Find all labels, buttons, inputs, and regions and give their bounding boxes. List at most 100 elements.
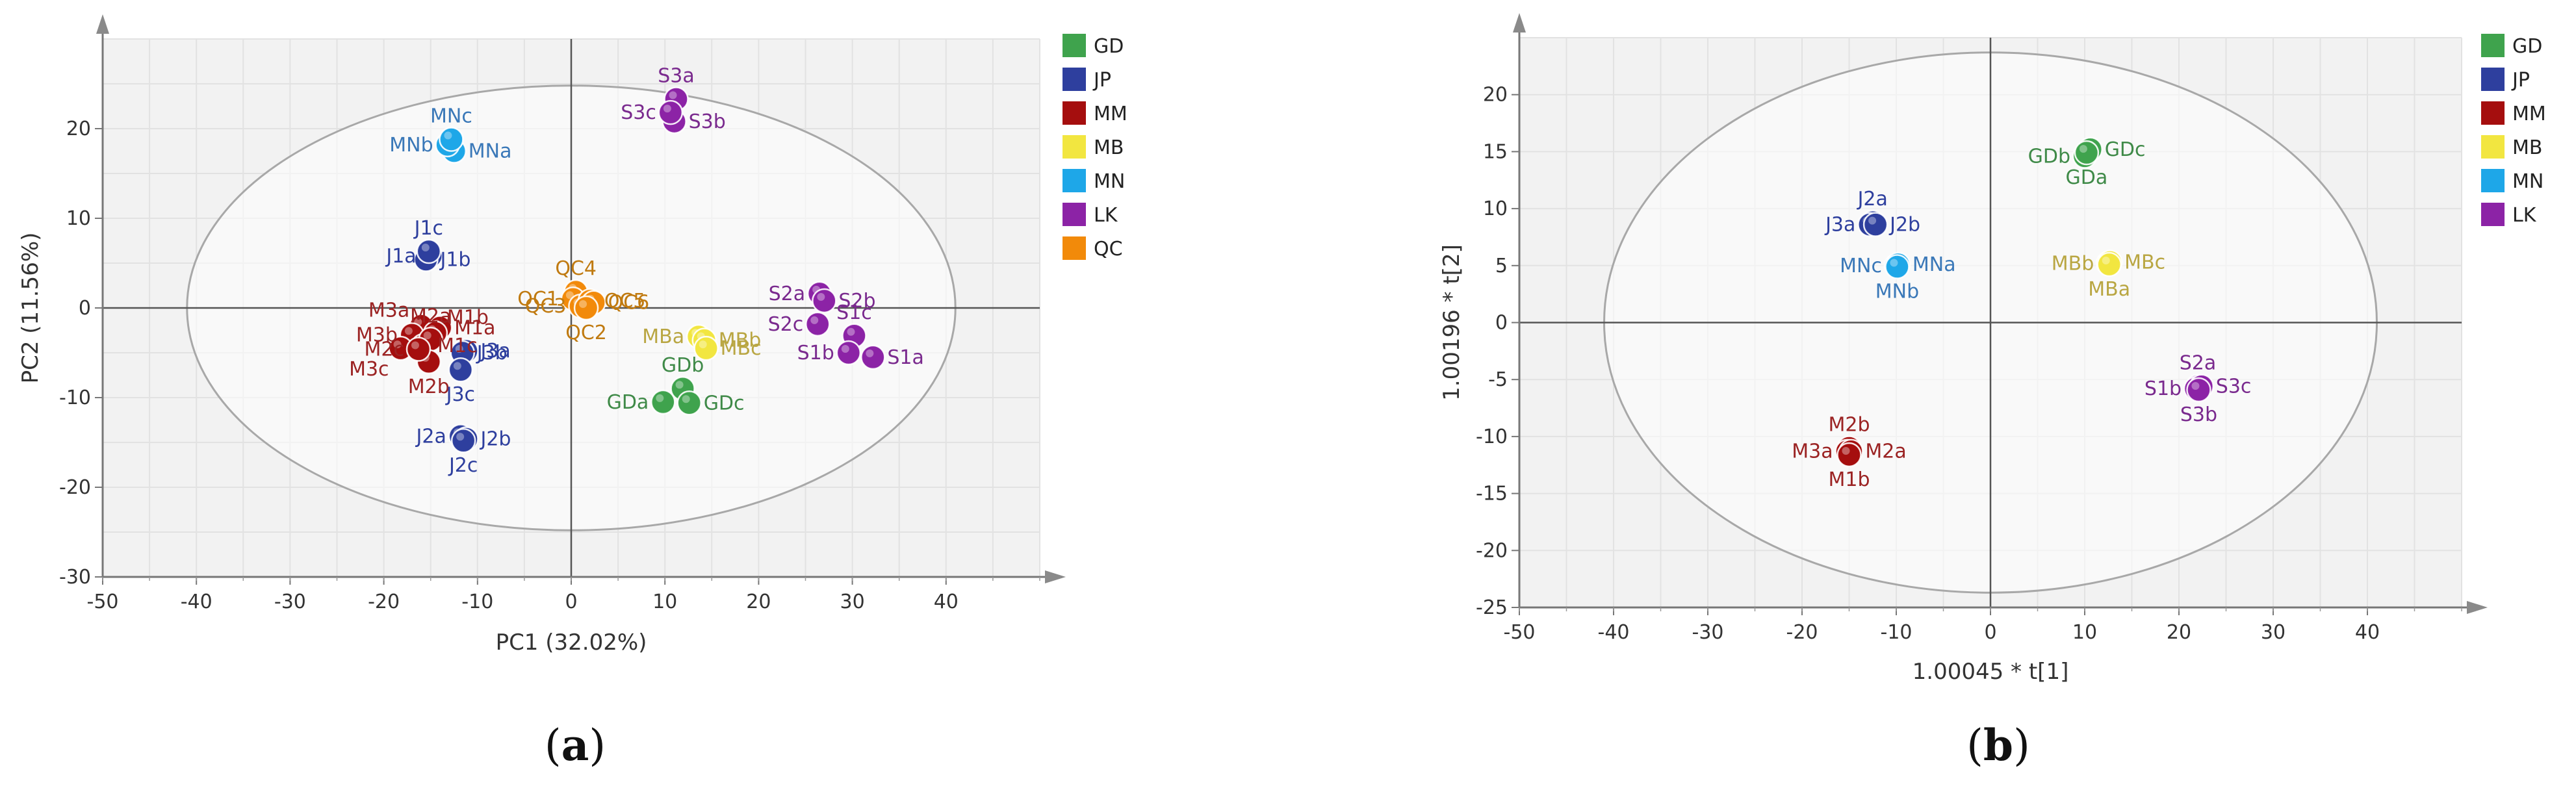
a-point-label-J1b: J1b bbox=[439, 248, 470, 271]
a-point-label-QC5: QC5 bbox=[604, 290, 646, 312]
a-point-label-J3b: J3b bbox=[476, 342, 508, 364]
b-point-label-GDa: GDa bbox=[2066, 166, 2108, 189]
b-x-tick-label: -30 bbox=[1692, 621, 1724, 644]
a-point-label-M1b: M1b bbox=[447, 307, 489, 329]
a-point-highlight bbox=[579, 300, 587, 308]
panel-a-caption: (a) bbox=[510, 720, 640, 771]
b-legend-label-GD: GD bbox=[2512, 35, 2542, 58]
a-point-highlight bbox=[455, 345, 463, 353]
b-legend-label-JP: JP bbox=[2511, 69, 2530, 92]
panel-b-caption-open: ( bbox=[1966, 720, 1983, 771]
a-point-highlight bbox=[817, 292, 825, 301]
a-point-QC2 bbox=[573, 295, 599, 321]
panel-b-caption-letter: b bbox=[1983, 720, 2014, 771]
a-point-highlight bbox=[682, 395, 690, 403]
b-point-highlight bbox=[2191, 381, 2200, 390]
a-point-label-M3a: M3a bbox=[368, 300, 409, 322]
a-legend-label-GD: GD bbox=[1094, 35, 1124, 58]
b-point-highlight bbox=[1868, 216, 1877, 225]
b-point-label-J2b: J2b bbox=[1888, 214, 1920, 236]
a-point-highlight bbox=[444, 131, 452, 140]
b-point-GDa bbox=[2074, 140, 2100, 166]
a-y-tick-label: -30 bbox=[59, 566, 91, 589]
a-point-label-GDc: GDc bbox=[704, 392, 745, 414]
b-x-axis-label: 1.00045 * t[1] bbox=[1913, 659, 2069, 685]
b-legend-swatch-MN bbox=[2481, 169, 2505, 192]
b-y-tick-label: 0 bbox=[1495, 312, 1508, 335]
b-point-highlight bbox=[2079, 145, 2087, 153]
a-x-tick-label: 10 bbox=[652, 591, 677, 613]
a-point-J2c bbox=[450, 427, 476, 453]
a-point-label-MBb: MBb bbox=[719, 329, 762, 352]
b-point-label-MNa: MNa bbox=[1913, 253, 1956, 276]
b-y-tick-label: -5 bbox=[1488, 368, 1508, 391]
a-legend-swatch-QC bbox=[1063, 236, 1086, 260]
b-x-tick-label: -10 bbox=[1881, 621, 1913, 644]
a-point-J3c bbox=[448, 357, 474, 383]
b-legend-swatch-MB bbox=[2481, 135, 2505, 159]
a-point-highlight bbox=[423, 331, 431, 340]
a-point-label-S3a: S3a bbox=[658, 64, 695, 87]
a-legend-swatch-JP bbox=[1063, 68, 1086, 91]
a-point-S2c bbox=[805, 311, 831, 337]
panel-a-caption-close: ) bbox=[589, 720, 606, 771]
b-x-tick-label: 10 bbox=[2072, 621, 2097, 644]
b-point-label-MBb: MBb bbox=[2052, 252, 2094, 275]
a-point-MBc bbox=[693, 335, 719, 361]
b-point-label-M3a: M3a bbox=[1792, 440, 1833, 463]
a-point-highlight bbox=[656, 394, 664, 402]
b-x-tick-label: -40 bbox=[1598, 621, 1630, 644]
a-point-label-GDa: GDa bbox=[607, 391, 649, 414]
a-point-label-S3b: S3b bbox=[689, 110, 726, 133]
a-point-label-J2c: J2c bbox=[448, 454, 478, 477]
a-point-label-MNb: MNb bbox=[389, 134, 433, 157]
b-legend-label-LK: LK bbox=[2512, 204, 2537, 227]
b-legend-label-MM: MM bbox=[2512, 103, 2546, 125]
a-point-label-S2a: S2a bbox=[769, 283, 806, 305]
a-x-tick-label: -20 bbox=[368, 591, 400, 613]
a-point-MNc bbox=[439, 127, 464, 152]
panel-a-caption-letter: a bbox=[561, 720, 589, 771]
a-x-tick-label: 30 bbox=[840, 591, 865, 613]
b-y-axis-arrow bbox=[1513, 13, 1526, 32]
a-point-label-MNc: MNc bbox=[430, 105, 472, 128]
a-point-label-QC4: QC4 bbox=[555, 257, 597, 280]
b-point-label-MNc: MNc bbox=[1840, 255, 1882, 277]
a-point-highlight bbox=[847, 327, 855, 336]
b-x-axis-arrow bbox=[2467, 601, 2488, 614]
b-legend-swatch-JP bbox=[2481, 68, 2505, 91]
b-point-label-M1b: M1b bbox=[1828, 468, 1870, 491]
a-point-label-S2b: S2b bbox=[838, 290, 875, 312]
panel-a-caption-open: ( bbox=[544, 720, 561, 771]
a-legend-swatch-GD bbox=[1063, 34, 1086, 57]
a-point-label-S3c: S3c bbox=[621, 101, 656, 124]
panel-b-caption-close: ) bbox=[2013, 720, 2030, 771]
b-x-tick-label: 0 bbox=[1984, 621, 1996, 644]
b-y-tick-label: -20 bbox=[1476, 539, 1508, 562]
a-point-label-M2c: M2c bbox=[364, 338, 404, 361]
b-y-tick-label: 5 bbox=[1495, 255, 1508, 277]
a-x-tick-label: 40 bbox=[934, 591, 959, 613]
a-point-highlight bbox=[810, 316, 819, 324]
a-y-tick-label: 10 bbox=[66, 207, 91, 230]
a-legend-label-MM: MM bbox=[1094, 103, 1127, 125]
b-point-MBa bbox=[2096, 251, 2122, 277]
a-point-label-M1a: M1a bbox=[454, 316, 495, 339]
b-legend-swatch-GD bbox=[2481, 34, 2505, 57]
b-point-label-GDb: GDb bbox=[2028, 145, 2070, 168]
b-point-label-M2b: M2b bbox=[1828, 413, 1870, 436]
b-x-tick-label: 20 bbox=[2167, 621, 2191, 644]
b-point-label-S3c: S3c bbox=[2216, 376, 2252, 398]
a-point-label-J2a: J2a bbox=[415, 425, 446, 448]
a-y-tick-label: -10 bbox=[59, 387, 91, 409]
b-point-label-MBa: MBa bbox=[2088, 278, 2130, 301]
b-point-label-J2a: J2a bbox=[1857, 188, 1888, 210]
a-point-label-J1a: J1a bbox=[385, 245, 416, 268]
a-x-tick-label: 20 bbox=[746, 591, 771, 613]
b-point-J2b bbox=[1862, 212, 1888, 237]
a-point-label-M3b: M3b bbox=[356, 324, 398, 346]
b-point-M1b bbox=[1836, 442, 1862, 468]
a-point-highlight bbox=[699, 340, 707, 349]
b-x-tick-label: 30 bbox=[2261, 621, 2286, 644]
panel-b-chart: -50 -40 -30 -20 -10 0 10 20 30 40-25-20-15-10-505… bbox=[1439, 13, 2546, 685]
